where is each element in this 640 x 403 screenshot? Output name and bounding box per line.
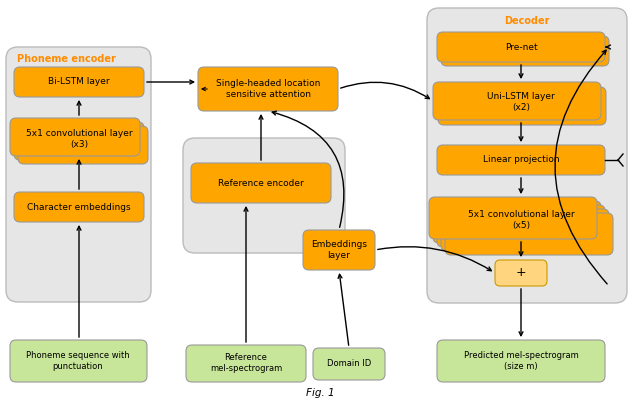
FancyBboxPatch shape [186, 345, 306, 382]
FancyBboxPatch shape [303, 230, 375, 270]
Text: +: + [516, 266, 526, 280]
FancyBboxPatch shape [495, 260, 547, 286]
FancyBboxPatch shape [441, 36, 609, 66]
FancyBboxPatch shape [183, 138, 345, 253]
FancyBboxPatch shape [14, 122, 144, 160]
FancyBboxPatch shape [6, 47, 151, 302]
Text: Domain ID: Domain ID [327, 359, 371, 368]
FancyBboxPatch shape [441, 209, 609, 251]
Text: Bi-LSTM layer: Bi-LSTM layer [48, 77, 110, 87]
FancyBboxPatch shape [313, 348, 385, 380]
FancyBboxPatch shape [429, 197, 597, 239]
Text: Pre-net: Pre-net [505, 42, 538, 52]
Text: Decoder: Decoder [504, 16, 550, 26]
Text: Linear projection: Linear projection [483, 156, 559, 164]
FancyBboxPatch shape [445, 213, 613, 255]
FancyBboxPatch shape [433, 201, 601, 243]
FancyBboxPatch shape [10, 118, 140, 156]
Text: Predicted mel-spectrogram
(size m): Predicted mel-spectrogram (size m) [463, 351, 579, 371]
Text: 5x1 convolutional layer
(x5): 5x1 convolutional layer (x5) [468, 210, 574, 230]
Text: Reference
mel-spectrogram: Reference mel-spectrogram [210, 353, 282, 373]
FancyBboxPatch shape [191, 163, 331, 203]
Text: Phoneme sequence with
punctuation: Phoneme sequence with punctuation [26, 351, 130, 371]
FancyBboxPatch shape [14, 67, 144, 97]
Text: Character embeddings: Character embeddings [27, 202, 131, 212]
FancyBboxPatch shape [438, 87, 606, 125]
Text: Single-headed location
sensitive attention: Single-headed location sensitive attenti… [216, 79, 320, 99]
FancyBboxPatch shape [10, 340, 147, 382]
FancyBboxPatch shape [14, 192, 144, 222]
FancyBboxPatch shape [18, 126, 148, 164]
FancyBboxPatch shape [433, 82, 601, 120]
Text: 5x1 convolutional layer
(x3): 5x1 convolutional layer (x3) [26, 129, 132, 149]
FancyBboxPatch shape [437, 340, 605, 382]
Text: Uni-LSTM layer
(x2): Uni-LSTM layer (x2) [487, 92, 555, 112]
Text: Fig. 1: Fig. 1 [306, 388, 334, 398]
Text: Reference encoder: Reference encoder [218, 179, 304, 187]
Text: Phoneme encoder: Phoneme encoder [17, 54, 116, 64]
FancyBboxPatch shape [198, 67, 338, 111]
FancyBboxPatch shape [437, 32, 605, 62]
Text: Embeddings
layer: Embeddings layer [311, 240, 367, 260]
FancyBboxPatch shape [437, 145, 605, 175]
FancyBboxPatch shape [437, 205, 605, 247]
FancyBboxPatch shape [427, 8, 627, 303]
